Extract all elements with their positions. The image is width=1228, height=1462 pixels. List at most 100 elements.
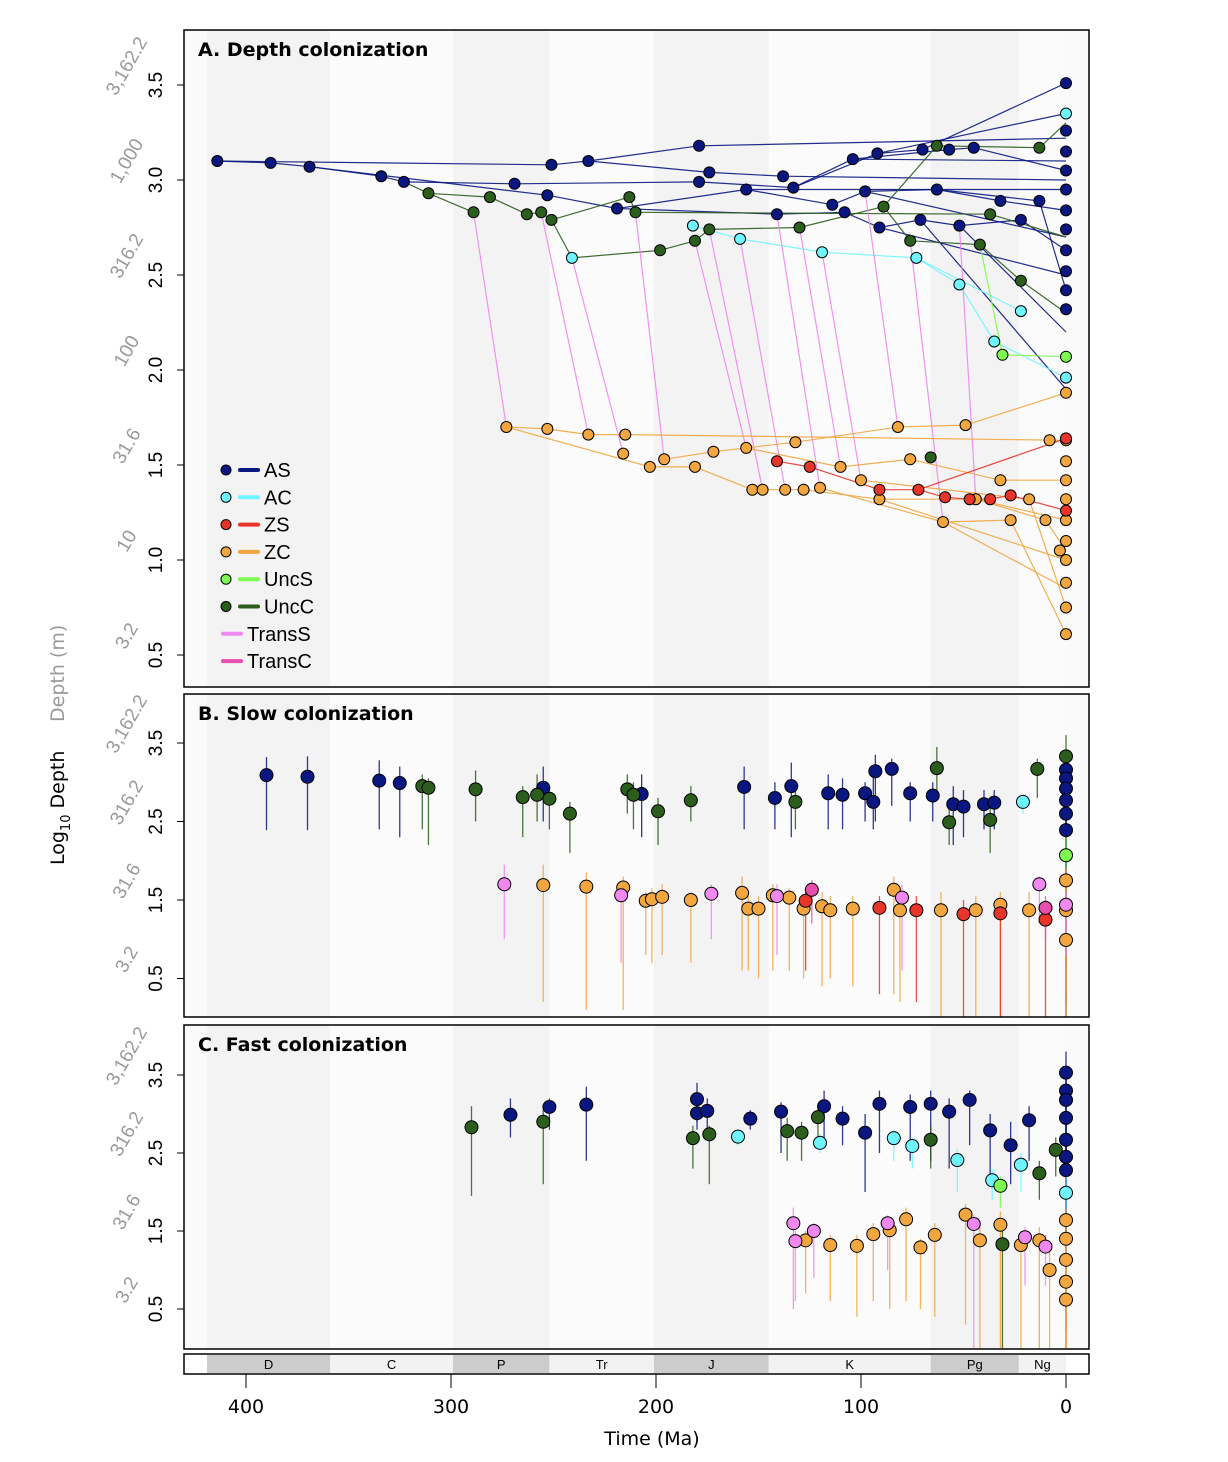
node-point-as: [1033, 194, 1046, 207]
colonization-point-zc: [823, 1238, 838, 1253]
y-tick-label: 0.5: [146, 642, 167, 668]
x-axis: 400 300 200 100 0: [228, 1374, 1072, 1418]
colonization-point-transs: [1059, 897, 1073, 912]
period-band-p: [453, 30, 550, 687]
lineage-edge-as: [919, 219, 1067, 390]
colonization-point-uncc: [995, 1237, 1010, 1252]
node-point-zc: [643, 460, 656, 473]
colonization-point-zc: [536, 878, 551, 893]
colonization-point-uncc: [651, 804, 666, 819]
lineage-edge-as: [403, 181, 515, 185]
node-point-zc: [1060, 455, 1072, 468]
colonization-point-uncc: [1059, 749, 1073, 764]
colonization-point-uncc: [1032, 1166, 1047, 1181]
colonization-point-zc: [892, 903, 907, 918]
node-point-as: [953, 219, 966, 232]
node-point-uncc: [629, 206, 642, 219]
colonization-point-uncc: [780, 1124, 795, 1139]
colonization-point-uncc: [942, 815, 957, 830]
y-tick-label: 3.5: [146, 730, 167, 756]
node-point-uncc: [422, 187, 435, 200]
colonization-point-as: [1059, 1065, 1073, 1080]
node-point-zc: [1060, 554, 1072, 566]
colonization-point-zc: [735, 885, 750, 900]
colonization-point-zc: [1059, 1231, 1073, 1246]
period-label: Ng: [1034, 1357, 1051, 1372]
period-box-j: [653, 1355, 769, 1373]
node-point-as: [264, 156, 277, 169]
colonization-point-zc: [782, 890, 797, 905]
colonization-point-as: [1022, 1113, 1037, 1128]
period-band-c: [330, 694, 454, 1017]
node-point-as: [967, 141, 980, 154]
y-tick-depth-label: 3,162.2: [102, 692, 152, 757]
lineage-edge-uncs: [979, 244, 1004, 355]
colonization-point-as: [579, 1097, 594, 1112]
y-tick-depth-label: 100: [110, 332, 144, 370]
legend-item-transc: TransC: [221, 651, 312, 673]
legend-label: ZC: [264, 542, 291, 564]
lineage-edge-uncc: [551, 196, 630, 221]
node-point-ac: [953, 278, 966, 291]
legend-label: UncS: [264, 569, 313, 591]
colonization-point-transs: [1032, 877, 1047, 892]
period-box-p: [453, 1355, 550, 1373]
period-label: C: [387, 1357, 396, 1372]
lineage-edge-uncc: [709, 226, 800, 230]
lineage-edge-transs: [864, 191, 899, 428]
node-point-uncc: [1033, 141, 1046, 154]
node-point-zs: [873, 483, 886, 496]
node-point-zc: [834, 460, 847, 473]
period-box-ng: [1018, 1355, 1066, 1373]
lineage-edge-as: [793, 152, 878, 189]
y-tick-depth-label: 3,162.2: [102, 34, 152, 99]
node-point-zc: [1060, 576, 1072, 589]
colonization-point-zc: [1059, 1292, 1073, 1307]
lineage-edge-transs: [540, 212, 589, 435]
lineage-edge-ac: [958, 284, 995, 342]
lineage-edge-zc: [625, 434, 1067, 441]
node-point-ac: [988, 335, 1001, 348]
period-label: J: [708, 1357, 715, 1372]
colonization-point-zs: [872, 900, 887, 915]
period-band-d: [207, 694, 331, 1017]
colonization-point-zc: [1059, 873, 1073, 888]
node-point-uncc: [877, 200, 890, 213]
lineage-edge-as: [709, 171, 784, 177]
legend-label: TransC: [247, 651, 312, 673]
node-point-zc: [1060, 601, 1072, 614]
period-band-pg: [930, 694, 1019, 1017]
node-point-uncc: [1014, 274, 1027, 287]
colonization-point-zc: [1042, 1263, 1057, 1277]
legend-item-uncc: UncC: [220, 597, 314, 619]
lineage-edge-zc: [506, 426, 651, 468]
colonization-point-as: [743, 1111, 758, 1126]
colonization-point-as: [300, 769, 315, 784]
lineage-edge-transs: [739, 238, 786, 490]
lineage-edge-zc: [1010, 519, 1067, 635]
legend-label: ZS: [264, 515, 290, 537]
node-point-zs: [939, 491, 952, 504]
y-tick-depth-label: 3.2: [112, 620, 143, 653]
y-tick-depth-label: 31.6: [109, 425, 146, 468]
node-point-zc: [855, 474, 867, 487]
legend-dot-icon: [220, 573, 232, 585]
plot-area: [464, 1051, 1073, 1348]
node-point-as: [826, 198, 839, 211]
lineage-edge-zc: [506, 426, 548, 430]
node-point-zc: [1004, 514, 1017, 527]
colonization-point-uncc: [542, 791, 557, 806]
node-point-as: [770, 208, 783, 221]
node-point-as: [1060, 204, 1072, 217]
lineage-edge-as: [877, 112, 1067, 154]
period-band-ng: [1018, 694, 1066, 1017]
lineage-edge-zs: [809, 466, 880, 491]
node-point-zc: [814, 481, 826, 494]
period-band-c: [330, 30, 454, 687]
y-tick-depth-label: 3.2: [112, 1274, 143, 1307]
colonization-point-ac: [813, 1135, 827, 1150]
lineage-edge-transs: [798, 227, 842, 468]
node-point-as: [787, 181, 800, 194]
colonization-point-ac: [731, 1129, 745, 1144]
y-axis-label-subscript: 10: [59, 815, 74, 832]
